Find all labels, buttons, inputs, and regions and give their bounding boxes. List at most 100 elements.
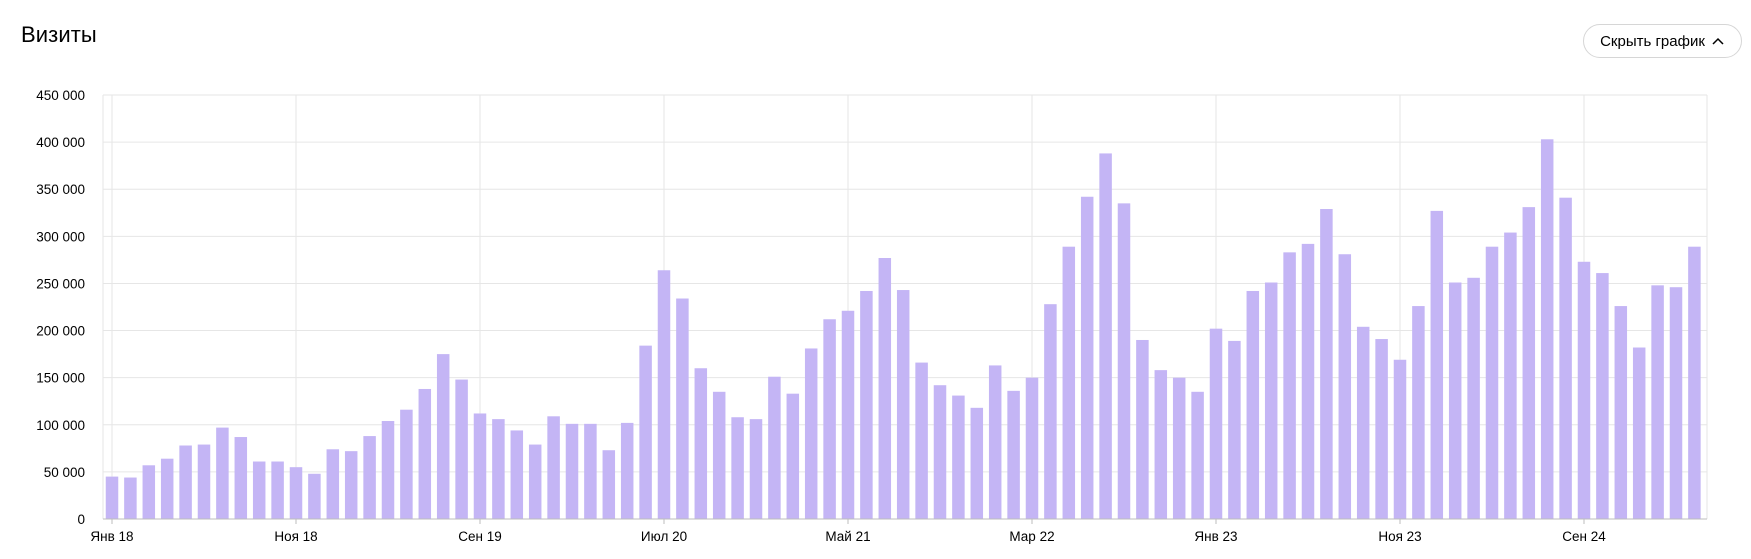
bar[interactable] — [786, 393, 800, 519]
bar[interactable] — [271, 461, 284, 519]
bar[interactable] — [510, 430, 524, 519]
x-tick-label: Май 21 — [825, 529, 870, 544]
bar[interactable] — [841, 310, 855, 519]
bar[interactable] — [1191, 391, 1204, 519]
bar[interactable] — [970, 407, 984, 519]
bar[interactable] — [528, 444, 542, 519]
bar[interactable] — [620, 422, 634, 519]
bar[interactable] — [105, 476, 119, 519]
bar[interactable] — [1632, 347, 1646, 519]
bar[interactable] — [896, 290, 910, 519]
bar[interactable] — [1283, 252, 1296, 519]
bar[interactable] — [1080, 196, 1094, 519]
bar[interactable] — [418, 388, 432, 519]
bar[interactable] — [1448, 282, 1462, 520]
y-tick-label: 50 000 — [44, 465, 85, 480]
bar[interactable] — [1669, 287, 1683, 519]
bar[interactable] — [455, 379, 468, 519]
bar[interactable] — [584, 423, 597, 519]
bar[interactable] — [657, 270, 671, 519]
bar[interactable] — [344, 451, 358, 519]
bar[interactable] — [124, 477, 137, 519]
bar[interactable] — [1596, 273, 1609, 519]
bar[interactable] — [915, 362, 928, 519]
bar[interactable] — [1688, 246, 1701, 519]
bar[interactable] — [1228, 340, 1241, 519]
bar[interactable] — [804, 348, 818, 519]
bar[interactable] — [142, 465, 156, 519]
bar[interactable] — [1099, 153, 1112, 520]
bar[interactable] — [1154, 370, 1168, 519]
hide-chart-button[interactable]: Скрыть график — [1583, 24, 1742, 58]
bar[interactable] — [1467, 277, 1480, 519]
bar[interactable] — [823, 319, 836, 519]
bar[interactable] — [952, 395, 965, 519]
bar[interactable] — [1375, 339, 1388, 519]
bar[interactable] — [1062, 246, 1076, 519]
bar[interactable] — [731, 417, 744, 519]
y-tick-label: 300 000 — [36, 229, 85, 244]
bar[interactable] — [492, 419, 505, 519]
bar[interactable] — [1614, 306, 1628, 519]
axes — [103, 518, 1707, 524]
bar[interactable] — [1504, 232, 1517, 519]
bar[interactable] — [878, 258, 892, 519]
bar[interactable] — [289, 467, 303, 519]
bar[interactable] — [1393, 359, 1407, 519]
bar[interactable] — [1264, 282, 1278, 520]
bar[interactable] — [1007, 390, 1020, 519]
bar[interactable] — [749, 419, 763, 519]
bar[interactable] — [436, 354, 450, 519]
bar[interactable] — [988, 365, 1002, 519]
bar[interactable] — [1301, 243, 1315, 519]
bar[interactable] — [547, 416, 560, 519]
bar[interactable] — [565, 423, 579, 519]
y-tick-label: 200 000 — [36, 324, 85, 339]
bar[interactable] — [860, 290, 873, 519]
bar[interactable] — [1044, 304, 1057, 519]
bar[interactable] — [1559, 197, 1572, 519]
bar[interactable] — [381, 421, 395, 519]
bar[interactable] — [1412, 306, 1425, 519]
bar[interactable] — [1651, 285, 1664, 519]
bar[interactable] — [1246, 290, 1260, 519]
bar[interactable] — [363, 436, 376, 519]
bar[interactable] — [1338, 254, 1352, 520]
bar[interactable] — [179, 445, 192, 519]
x-tick-label: Ноя 23 — [1378, 529, 1421, 544]
x-tick-label: Мар 22 — [1009, 529, 1054, 544]
bar[interactable] — [602, 450, 616, 519]
bar[interactable] — [676, 298, 689, 519]
bar[interactable] — [768, 376, 781, 519]
bar[interactable] — [1577, 261, 1591, 519]
x-tick-label: Сен 19 — [458, 529, 501, 544]
bar[interactable] — [1136, 339, 1149, 519]
bar[interactable] — [234, 437, 248, 519]
bar[interactable] — [400, 409, 413, 519]
bar[interactable] — [1522, 207, 1536, 519]
bar[interactable] — [1485, 246, 1499, 519]
bar[interactable] — [473, 413, 487, 519]
bar[interactable] — [160, 458, 174, 519]
bar[interactable] — [639, 345, 652, 519]
bar[interactable] — [1117, 203, 1131, 520]
bar[interactable] — [216, 427, 229, 519]
bar[interactable] — [1025, 377, 1039, 519]
bar[interactable] — [197, 444, 211, 519]
bar[interactable] — [308, 473, 321, 519]
bar[interactable] — [1540, 139, 1554, 519]
bar[interactable] — [252, 461, 266, 519]
bar[interactable] — [694, 368, 708, 519]
bar[interactable] — [1430, 210, 1444, 519]
bar[interactable] — [1209, 328, 1223, 519]
bar[interactable] — [1172, 377, 1186, 519]
y-tick-label: 450 000 — [36, 88, 85, 103]
bar[interactable] — [1320, 209, 1333, 519]
x-tick-label: Янв 23 — [1194, 529, 1237, 544]
bar[interactable] — [1356, 326, 1370, 519]
bar[interactable] — [933, 385, 947, 519]
bar[interactable] — [326, 449, 340, 519]
bar[interactable] — [712, 391, 726, 519]
x-tick-label: Ноя 18 — [274, 529, 317, 544]
